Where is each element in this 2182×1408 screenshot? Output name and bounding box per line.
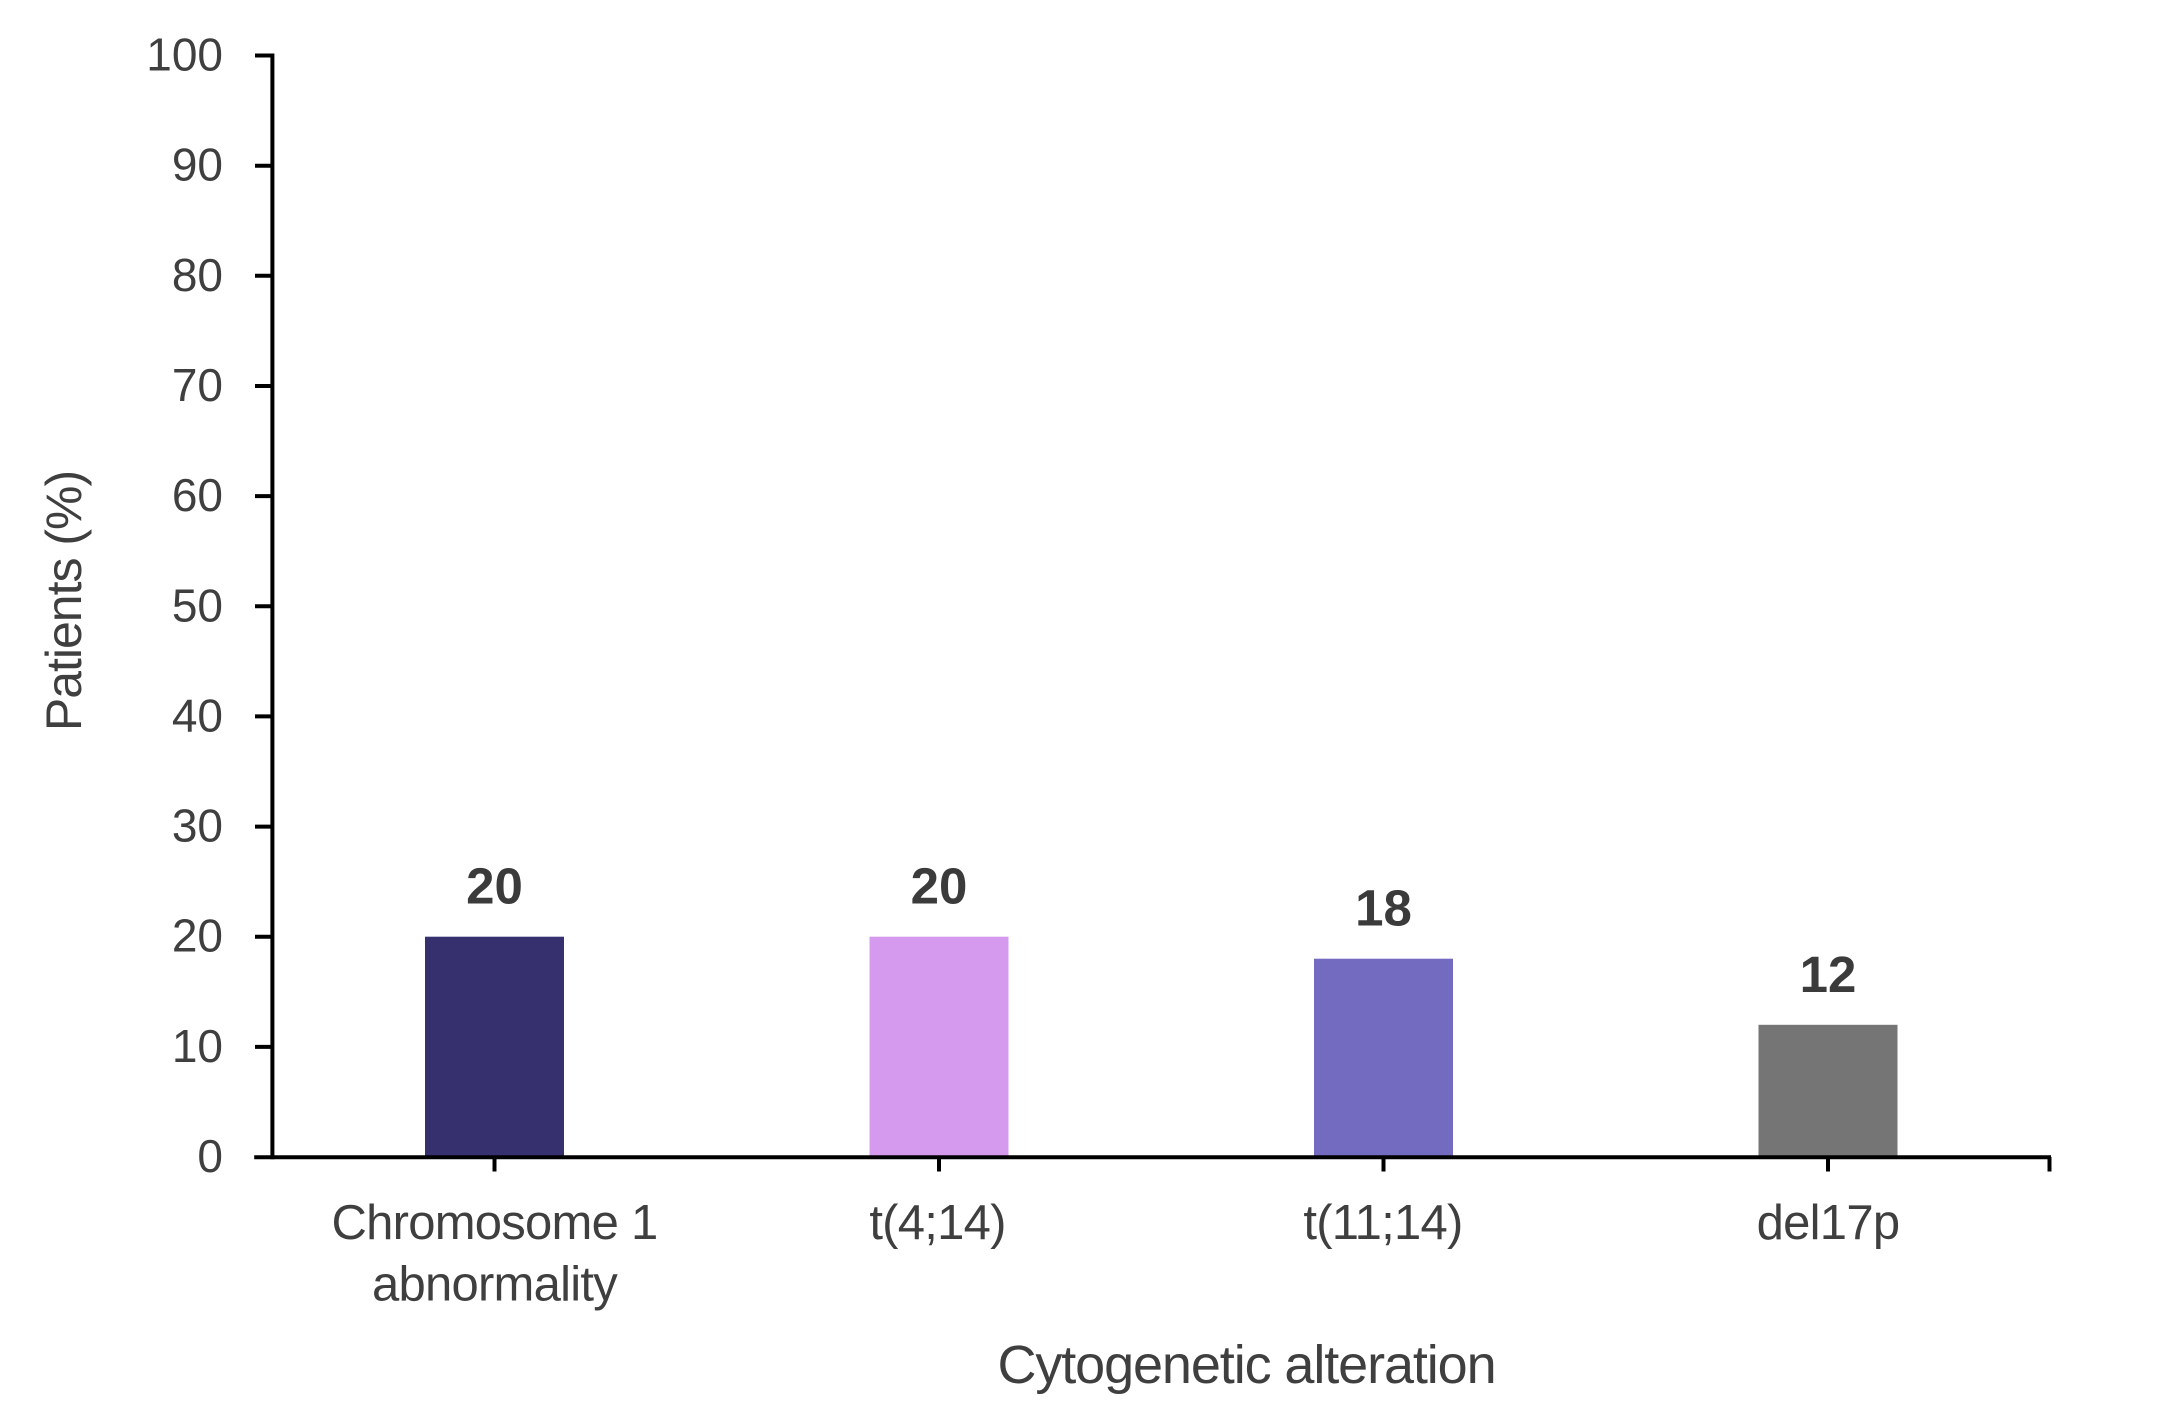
svg-text:70: 70 — [172, 359, 223, 411]
svg-text:Chromosome 1: Chromosome 1 — [332, 1196, 658, 1250]
svg-text:60: 60 — [172, 469, 223, 521]
svg-text:0: 0 — [197, 1130, 223, 1182]
svg-text:del17p: del17p — [1757, 1196, 1900, 1250]
svg-text:90: 90 — [172, 139, 223, 191]
svg-text:30: 30 — [172, 800, 223, 852]
svg-text:100: 100 — [146, 29, 223, 81]
svg-text:12: 12 — [1800, 946, 1857, 1003]
svg-text:t(11;14): t(11;14) — [1303, 1196, 1462, 1250]
svg-text:Cytogenetic alteration: Cytogenetic alteration — [997, 1335, 1495, 1395]
svg-text:80: 80 — [172, 249, 223, 301]
svg-text:40: 40 — [172, 689, 223, 741]
svg-text:10: 10 — [172, 1020, 223, 1072]
svg-text:18: 18 — [1355, 880, 1412, 937]
svg-text:50: 50 — [172, 579, 223, 631]
svg-text:20: 20 — [172, 910, 223, 962]
svg-text:20: 20 — [911, 858, 968, 915]
svg-text:Patients (%): Patients (%) — [36, 471, 92, 731]
svg-text:t(4;14): t(4;14) — [869, 1196, 1005, 1250]
svg-text:20: 20 — [466, 858, 523, 915]
svg-text:abnormality: abnormality — [372, 1258, 618, 1312]
